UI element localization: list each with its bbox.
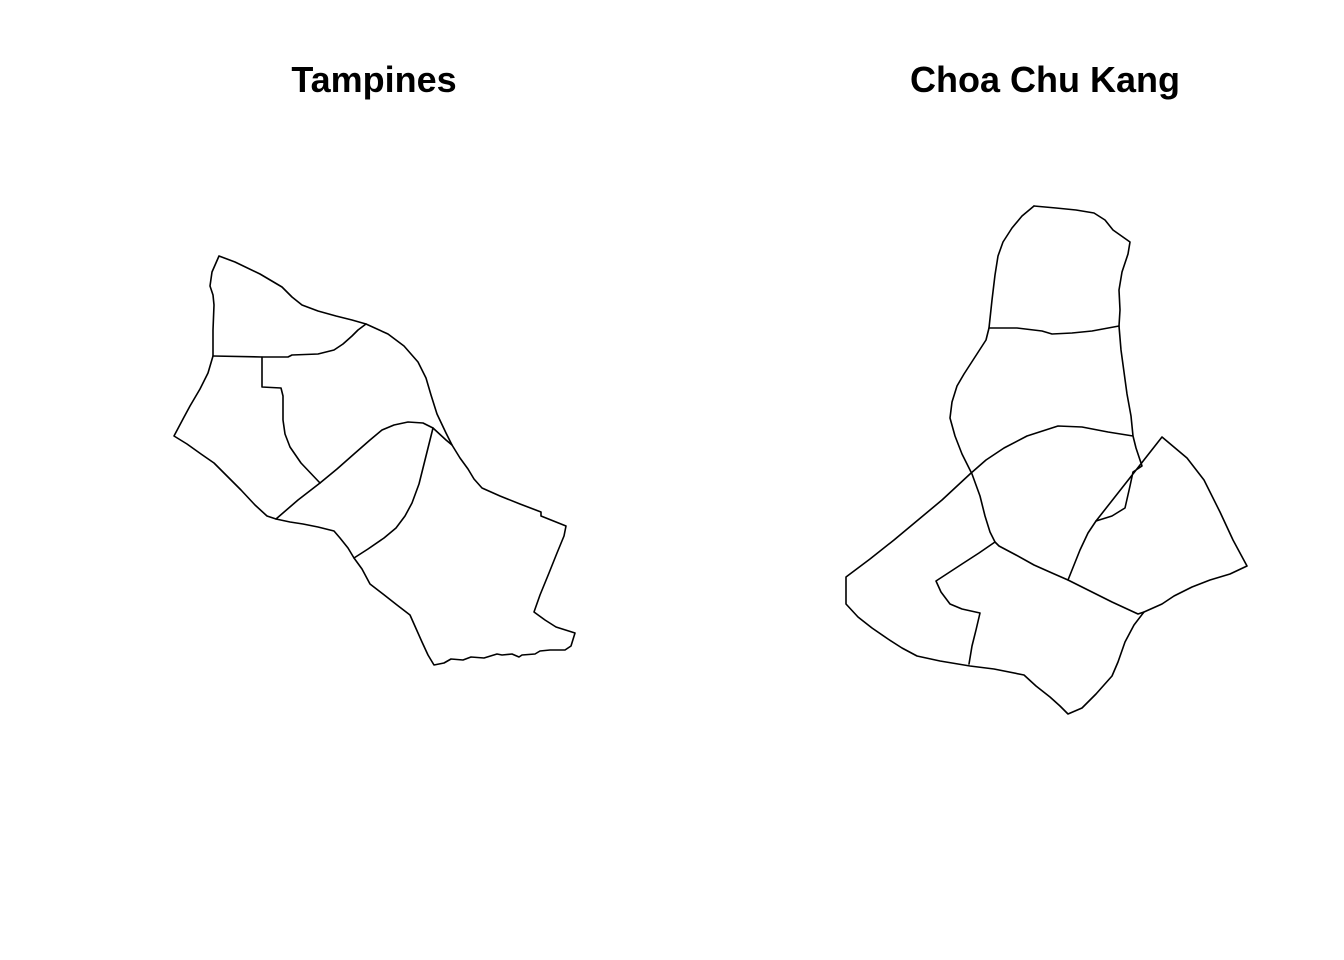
tampines-boundary-north <box>212 323 367 358</box>
tampines-boundary-west <box>261 356 321 484</box>
map-title-choa-chu-kang: Choa Chu Kang <box>910 59 1180 100</box>
tampines-boundary-south <box>353 427 434 559</box>
tampines-boundary-diagonal <box>275 421 453 520</box>
map-title-tampines: Tampines <box>291 59 457 100</box>
choa-chu-kang-boundary-center <box>1067 520 1097 581</box>
map-panel-choa-chu-kang: Choa Chu Kang <box>672 0 1344 960</box>
choa-chu-kang-outline <box>845 205 1248 715</box>
map-panel-tampines: Tampines <box>173 59 576 666</box>
choa-chu-kang-boundary-north-cut <box>988 325 1120 335</box>
choa-chu-kang-map <box>845 205 1248 715</box>
tampines-outline <box>173 255 576 666</box>
choa-chu-kang-boundary-southwest <box>935 541 996 665</box>
tampines-map <box>173 255 576 666</box>
